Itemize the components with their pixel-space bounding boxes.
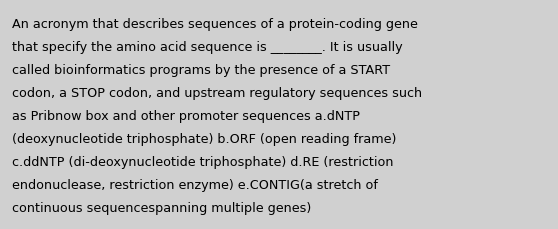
- Text: endonuclease, restriction enzyme) e.CONTIG(a stretch of: endonuclease, restriction enzyme) e.CONT…: [12, 178, 378, 191]
- Text: An acronym that describes sequences of a protein-coding gene: An acronym that describes sequences of a…: [12, 18, 418, 31]
- Text: continuous sequencespanning multiple genes): continuous sequencespanning multiple gen…: [12, 201, 311, 214]
- Text: called bioinformatics programs by the presence of a START: called bioinformatics programs by the pr…: [12, 64, 390, 77]
- Text: codon, a STOP codon, and upstream regulatory sequences such: codon, a STOP codon, and upstream regula…: [12, 87, 422, 100]
- Text: (deoxynucleotide triphosphate) b.ORF (open reading frame): (deoxynucleotide triphosphate) b.ORF (op…: [12, 132, 396, 145]
- Text: that specify the amino acid sequence is ________. It is usually: that specify the amino acid sequence is …: [12, 41, 403, 54]
- Text: c.ddNTP (di-deoxynucleotide triphosphate) d.RE (restriction: c.ddNTP (di-deoxynucleotide triphosphate…: [12, 155, 393, 168]
- Text: as Pribnow box and other promoter sequences a.dNTP: as Pribnow box and other promoter sequen…: [12, 109, 360, 123]
